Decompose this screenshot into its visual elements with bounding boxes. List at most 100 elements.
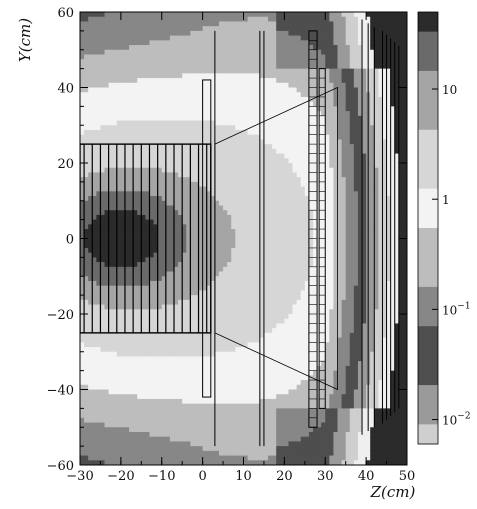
heat-cell xyxy=(92,328,97,334)
heat-cell xyxy=(157,375,163,381)
heat-cell xyxy=(161,186,167,192)
heat-cell xyxy=(129,26,134,32)
heat-cell xyxy=(124,63,130,70)
heat-cell xyxy=(288,431,294,438)
heat-cell xyxy=(247,59,253,65)
heat-cell xyxy=(149,229,155,235)
heat-cell xyxy=(206,389,212,395)
heat-cell xyxy=(268,63,273,70)
heat-cell xyxy=(108,167,114,174)
heat-cell xyxy=(190,309,196,315)
heat-cell xyxy=(263,106,269,112)
heat-cell xyxy=(104,191,110,197)
heat-cell xyxy=(84,200,89,207)
heat-cell xyxy=(153,73,159,79)
heat-cell xyxy=(186,394,191,400)
heat-cell xyxy=(116,181,122,188)
heat-cell xyxy=(108,398,114,405)
heat-cell xyxy=(116,153,122,159)
heat-cell xyxy=(157,101,163,107)
heat-cell xyxy=(247,408,253,414)
heat-cell xyxy=(104,337,110,343)
heat-cell xyxy=(104,347,110,353)
heat-cell xyxy=(96,167,102,174)
heat-cell xyxy=(124,304,130,310)
heat-cell xyxy=(218,276,224,282)
heat-cell xyxy=(88,129,93,136)
heat-cell xyxy=(92,200,97,207)
heat-cell xyxy=(202,120,208,126)
heat-cell xyxy=(288,328,294,334)
heat-cell xyxy=(80,233,85,240)
heat-cell xyxy=(223,337,228,343)
heat-cell xyxy=(206,351,212,358)
heat-cell xyxy=(263,417,269,424)
heat-cell xyxy=(231,191,236,197)
heat-cell xyxy=(84,115,89,122)
heat-cell xyxy=(247,380,253,386)
heat-cell xyxy=(186,276,191,282)
heat-cell xyxy=(255,40,261,46)
heat-cell xyxy=(198,172,204,178)
heat-cell xyxy=(96,309,102,315)
heat-cell xyxy=(190,370,196,376)
heat-cell xyxy=(145,314,151,320)
heat-cell xyxy=(100,106,106,112)
heat-cell xyxy=(255,295,261,301)
heat-cell xyxy=(108,285,114,292)
heat-cell xyxy=(235,115,241,122)
heat-cell xyxy=(288,257,294,263)
heat-cell xyxy=(92,129,97,136)
heat-cell xyxy=(104,299,110,306)
heat-cell xyxy=(223,92,228,98)
heat-cell xyxy=(129,337,134,343)
heat-cell xyxy=(96,361,102,367)
heat-cell xyxy=(247,54,253,60)
heat-cell xyxy=(157,384,163,391)
heat-cell xyxy=(206,205,212,211)
heat-cell xyxy=(263,332,269,339)
heat-cell xyxy=(259,309,265,315)
heat-cell xyxy=(218,54,224,60)
heat-cell xyxy=(263,200,269,207)
heat-cell xyxy=(231,431,236,438)
heat-cell xyxy=(263,191,269,197)
heat-cell xyxy=(149,394,155,400)
heat-cell xyxy=(272,347,277,353)
heat-cell xyxy=(210,191,216,197)
heat-cell xyxy=(157,186,163,192)
heat-cell xyxy=(84,403,89,409)
heat-cell xyxy=(186,92,191,98)
heat-cell xyxy=(280,59,285,65)
heat-cell xyxy=(251,370,257,376)
heat-cell xyxy=(247,219,253,225)
heat-cell xyxy=(206,266,212,273)
heat-cell xyxy=(92,111,97,117)
heat-cell xyxy=(247,337,253,343)
heat-cell xyxy=(88,403,93,409)
heat-cell xyxy=(133,365,138,372)
heat-cell xyxy=(96,266,102,273)
heat-cell xyxy=(141,148,146,155)
heat-cell xyxy=(206,139,212,145)
heat-cell xyxy=(227,290,232,296)
heat-cell xyxy=(280,205,285,211)
heat-cell xyxy=(178,342,183,348)
heat-cell xyxy=(178,200,183,207)
heat-cell xyxy=(137,82,142,89)
heat-cell xyxy=(104,309,110,315)
heat-cell xyxy=(169,332,175,339)
heat-cell xyxy=(255,49,261,56)
heat-cell xyxy=(251,450,257,457)
heat-cell xyxy=(174,87,179,93)
heat-cell xyxy=(116,92,122,98)
heat-cell xyxy=(223,247,228,254)
heat-cell xyxy=(251,21,257,27)
heat-cell xyxy=(149,82,155,89)
heat-cell xyxy=(206,101,212,107)
heat-cell xyxy=(268,129,273,136)
heat-cell xyxy=(153,45,159,51)
heat-cell xyxy=(255,314,261,320)
heat-cell xyxy=(227,243,232,249)
heat-cell xyxy=(276,375,281,381)
